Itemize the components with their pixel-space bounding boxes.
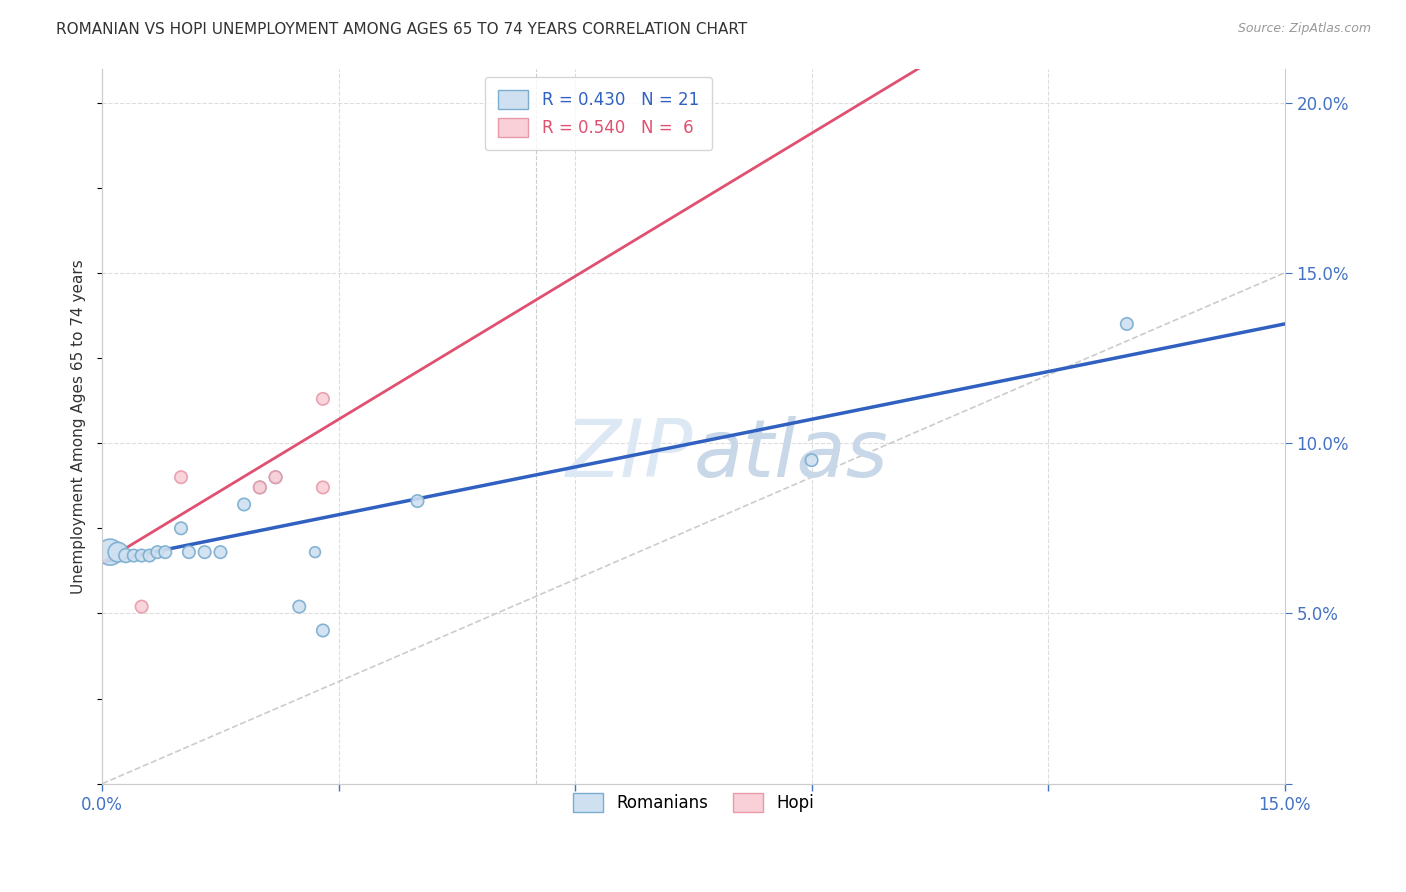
Point: [800, 453, 823, 467]
Point: [122, 549, 145, 563]
Point: [170, 470, 193, 484]
Point: [249, 480, 271, 494]
Point: [312, 624, 335, 638]
Point: [131, 599, 153, 614]
Text: Source: ZipAtlas.com: Source: ZipAtlas.com: [1237, 22, 1371, 36]
Text: ROMANIAN VS HOPI UNEMPLOYMENT AMONG AGES 65 TO 74 YEARS CORRELATION CHART: ROMANIAN VS HOPI UNEMPLOYMENT AMONG AGES…: [56, 22, 748, 37]
Point: [264, 470, 287, 484]
Text: atlas: atlas: [693, 416, 889, 494]
Point: [1115, 317, 1137, 331]
Point: [249, 480, 271, 494]
Point: [304, 545, 326, 559]
Point: [107, 545, 129, 559]
Point: [170, 521, 193, 535]
Point: [155, 545, 177, 559]
Point: [194, 545, 217, 559]
Point: [131, 549, 153, 563]
Point: [264, 470, 287, 484]
Point: [288, 599, 311, 614]
Point: [146, 545, 169, 559]
Point: [233, 498, 256, 512]
Point: [209, 545, 232, 559]
Point: [98, 545, 121, 559]
Legend: Romanians, Hopi: Romanians, Hopi: [560, 780, 827, 825]
Text: ZIP: ZIP: [567, 416, 693, 494]
Point: [406, 494, 429, 508]
Y-axis label: Unemployment Among Ages 65 to 74 years: Unemployment Among Ages 65 to 74 years: [72, 259, 86, 593]
Point: [312, 480, 335, 494]
Point: [312, 392, 335, 406]
Point: [115, 549, 138, 563]
Point: [177, 545, 200, 559]
Point: [138, 549, 160, 563]
